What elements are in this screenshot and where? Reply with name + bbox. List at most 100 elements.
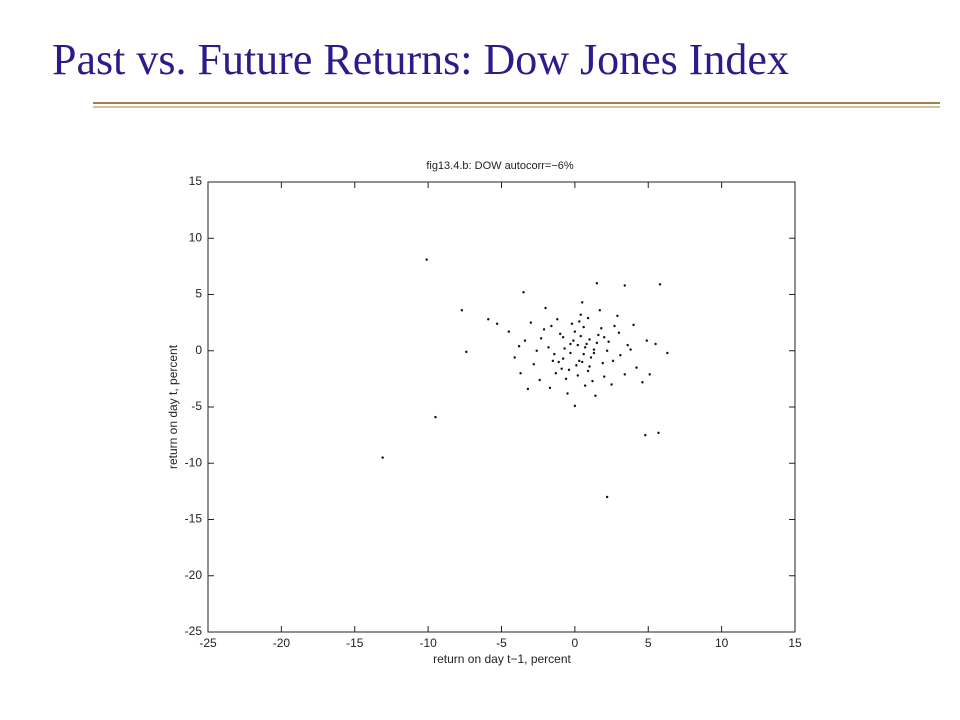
x-tick-label: -25 xyxy=(199,636,217,650)
point xyxy=(576,343,580,347)
x-tick-label: 15 xyxy=(788,636,802,650)
y-tick-label: -20 xyxy=(185,568,203,582)
point xyxy=(594,394,597,397)
point xyxy=(460,309,464,312)
point xyxy=(434,415,437,419)
point xyxy=(487,318,490,321)
x-tick-label: 10 xyxy=(715,636,729,650)
point xyxy=(539,337,543,340)
point xyxy=(532,363,535,366)
point xyxy=(576,374,580,377)
point xyxy=(559,332,562,336)
point xyxy=(645,339,648,342)
point xyxy=(657,431,660,435)
point xyxy=(573,330,577,333)
point xyxy=(523,339,527,342)
point xyxy=(610,383,613,386)
point xyxy=(611,359,615,363)
point xyxy=(629,348,632,351)
point xyxy=(592,351,596,355)
point xyxy=(581,360,584,364)
point xyxy=(507,330,511,333)
point xyxy=(605,495,609,499)
point xyxy=(644,433,647,437)
point xyxy=(560,367,563,370)
point xyxy=(586,369,590,373)
point xyxy=(573,404,577,408)
point xyxy=(582,325,585,329)
point xyxy=(613,324,616,328)
slide-title: Past vs. Future Returns: Dow Jones Index xyxy=(52,35,789,84)
plot-frame xyxy=(207,181,796,633)
point xyxy=(556,318,559,321)
y-tick-label: 10 xyxy=(189,230,203,244)
point xyxy=(554,372,557,375)
point xyxy=(538,378,541,382)
y-axis-label: return on day t, percent xyxy=(166,344,180,469)
point xyxy=(585,342,588,346)
point xyxy=(465,350,468,354)
point xyxy=(666,351,669,355)
point xyxy=(654,342,657,346)
point xyxy=(425,258,428,261)
x-tick-label: -5 xyxy=(496,636,507,650)
point xyxy=(495,322,499,325)
point xyxy=(578,320,581,323)
point xyxy=(561,336,565,339)
point xyxy=(517,345,521,348)
point xyxy=(603,336,606,339)
point xyxy=(381,456,384,459)
point xyxy=(547,346,550,349)
y-tick-label: -25 xyxy=(185,624,203,638)
point xyxy=(601,361,604,365)
chart-title: fig13.4.b: DOW autocorr=−6% xyxy=(426,160,574,172)
point xyxy=(591,379,594,383)
point xyxy=(548,386,552,390)
x-tick-label: -20 xyxy=(273,636,291,650)
point xyxy=(564,377,568,381)
x-tick-label: 5 xyxy=(645,636,652,650)
point xyxy=(623,373,626,376)
x-tick-label: -15 xyxy=(346,636,364,650)
point xyxy=(578,359,581,363)
y-tick-label: 5 xyxy=(195,287,202,301)
point xyxy=(581,301,584,304)
y-tick-label: -15 xyxy=(185,512,203,526)
point xyxy=(586,316,590,320)
point xyxy=(569,342,572,346)
point xyxy=(589,356,593,359)
point xyxy=(641,381,644,384)
point xyxy=(570,322,574,325)
point xyxy=(600,327,603,330)
point xyxy=(553,352,556,356)
point xyxy=(658,283,662,286)
y-tick-label: -10 xyxy=(185,455,203,469)
point xyxy=(575,364,578,367)
point xyxy=(582,352,585,356)
point xyxy=(592,348,596,351)
point xyxy=(569,351,572,355)
y-tick-label: -5 xyxy=(191,399,202,413)
point xyxy=(619,354,622,357)
point xyxy=(583,384,587,387)
point xyxy=(597,333,600,337)
point xyxy=(522,291,525,294)
point xyxy=(513,356,516,359)
point xyxy=(561,357,565,360)
x-axis-label: return on day t−1, percent xyxy=(433,652,571,666)
point xyxy=(635,366,638,369)
x-tick-label: 0 xyxy=(572,636,579,650)
point xyxy=(616,314,619,318)
point xyxy=(617,331,621,334)
point xyxy=(595,341,599,345)
point xyxy=(567,368,571,372)
point xyxy=(579,313,582,316)
point xyxy=(607,340,610,343)
point xyxy=(598,309,602,312)
point xyxy=(542,328,546,331)
point xyxy=(626,343,629,347)
point xyxy=(526,387,530,391)
point xyxy=(566,392,569,395)
point xyxy=(588,338,591,341)
